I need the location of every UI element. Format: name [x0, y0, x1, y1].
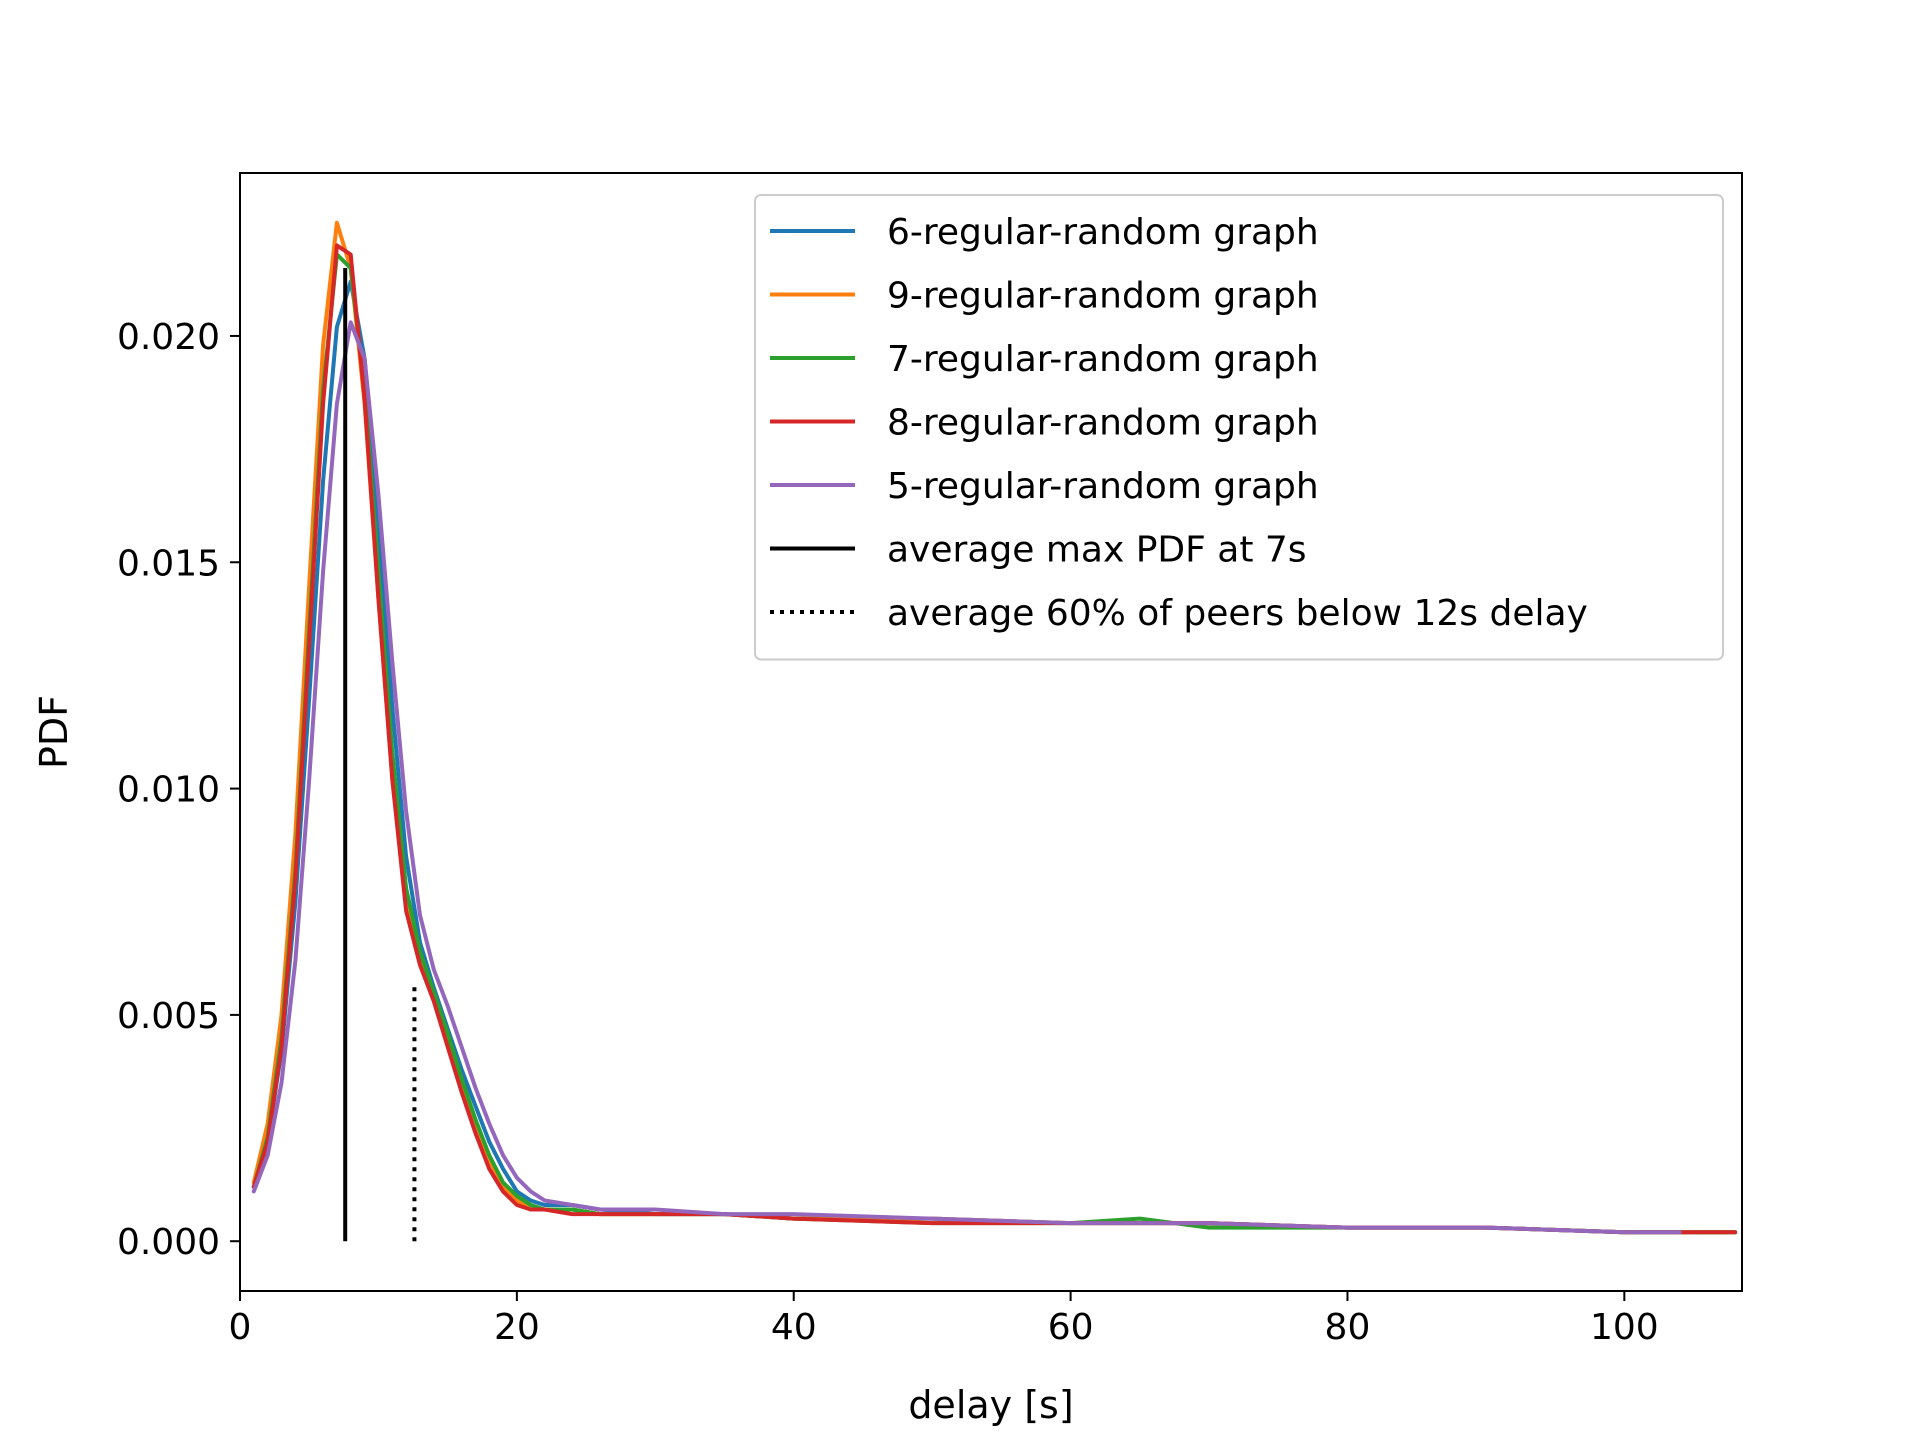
legend-label: 7-regular-random graph — [887, 339, 1319, 380]
y-tick-label: 0.020 — [117, 317, 220, 358]
x-tick-label: 60 — [1048, 1307, 1094, 1348]
y-tick-label: 0.000 — [117, 1222, 220, 1263]
legend-label: 6-regular-random graph — [887, 212, 1319, 253]
legend-box — [754, 194, 1724, 661]
x-tick-label: 40 — [771, 1307, 817, 1348]
x-axis-label: delay [s] — [908, 1383, 1073, 1427]
y-axis-label: PDF — [32, 695, 76, 769]
x-tick-label: 80 — [1325, 1307, 1371, 1348]
y-tick-label: 0.005 — [117, 996, 220, 1037]
plot-lines — [251, 220, 1738, 1242]
series-line-8-regular-random-graph — [251, 243, 1738, 1235]
legend-label: 8-regular-random graph — [887, 403, 1319, 444]
y-tick-label: 0.010 — [117, 770, 220, 811]
x-axis: 0 20 40 60 80 100 — [229, 1291, 1659, 1348]
legend-label: 5-regular-random graph — [887, 466, 1319, 507]
x-tick-label: 100 — [1590, 1307, 1659, 1348]
plot-frame — [239, 172, 1743, 1292]
x-tick-label: 20 — [494, 1307, 540, 1348]
y-axis: 0.000 0.005 0.010 0.015 0.020 — [117, 317, 240, 1263]
legend-label: average 60% of peers below 12s delay — [887, 593, 1588, 634]
x-tick-label: 0 — [229, 1307, 252, 1348]
legend-label: 9-regular-random graph — [887, 276, 1319, 317]
series-line-5-regular-random-graph — [251, 320, 1682, 1235]
y-tick-label: 0.015 — [117, 543, 220, 584]
legend-label: average max PDF at 7s — [887, 530, 1307, 571]
legend: 6-regular-random graph 9-regular-random g… — [754, 194, 1724, 661]
